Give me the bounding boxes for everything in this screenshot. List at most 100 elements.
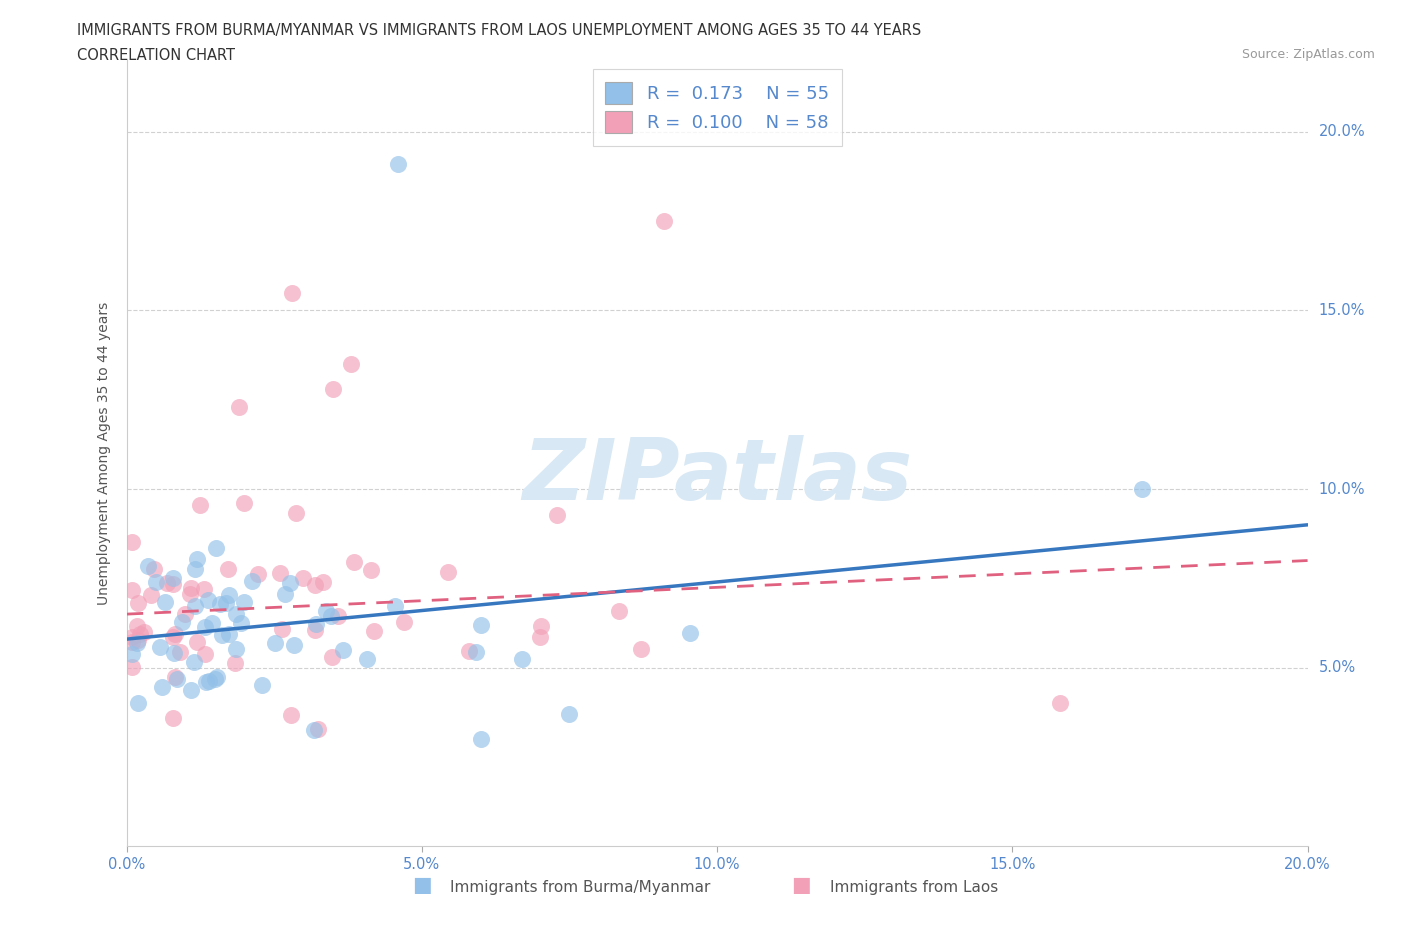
Point: [121, 634, 143, 649]
Point: [127, 696, 149, 711]
Text: 10.0%: 10.0%: [1319, 482, 1365, 497]
Point: [246, 566, 269, 581]
Text: 5.0%: 5.0%: [1319, 660, 1355, 675]
Point: [139, 588, 162, 603]
Point: [121, 646, 143, 661]
Point: [156, 576, 179, 591]
Point: [332, 643, 354, 658]
Text: Source: ZipAtlas.com: Source: ZipAtlas.com: [1241, 48, 1375, 61]
Point: [225, 606, 247, 621]
Point: [304, 622, 326, 637]
Point: [630, 642, 652, 657]
Point: [127, 595, 149, 610]
Point: [305, 617, 328, 631]
Point: [180, 683, 202, 698]
Point: [321, 650, 343, 665]
Text: Immigrants from Laos: Immigrants from Laos: [830, 880, 998, 895]
Text: Immigrants from Burma/Myanmar: Immigrants from Burma/Myanmar: [450, 880, 710, 895]
Point: [315, 604, 337, 618]
Point: [269, 565, 291, 580]
Point: [1130, 482, 1153, 497]
Point: [162, 571, 184, 586]
Text: CORRELATION CHART: CORRELATION CHART: [77, 48, 235, 63]
Point: [163, 670, 186, 684]
Point: [208, 596, 231, 611]
Point: [437, 565, 460, 579]
Point: [278, 576, 301, 591]
Legend: R =  0.173    N = 55, R =  0.100    N = 58: R = 0.173 N = 55, R = 0.100 N = 58: [592, 70, 842, 146]
Point: [169, 644, 191, 659]
Point: [197, 673, 219, 688]
Point: [150, 679, 173, 694]
Point: [340, 356, 363, 371]
Point: [183, 655, 205, 670]
Point: [363, 623, 385, 638]
Point: [201, 616, 224, 631]
Point: [188, 498, 211, 512]
Point: [166, 671, 188, 686]
Point: [218, 588, 240, 603]
Point: [180, 581, 202, 596]
Point: [250, 678, 273, 693]
Point: [132, 625, 155, 640]
Point: [207, 670, 229, 684]
Point: [179, 587, 201, 602]
Point: [162, 577, 184, 591]
Point: [184, 562, 207, 577]
Point: [307, 722, 329, 737]
Point: [186, 634, 208, 649]
Point: [457, 644, 479, 658]
Point: [172, 615, 194, 630]
Text: ■: ■: [792, 874, 811, 895]
Point: [232, 595, 254, 610]
Y-axis label: Unemployment Among Ages 35 to 44 years: Unemployment Among Ages 35 to 44 years: [97, 301, 111, 605]
Point: [607, 604, 630, 618]
Point: [165, 627, 187, 642]
Point: [121, 534, 143, 549]
Point: [204, 540, 226, 555]
Point: [470, 618, 492, 632]
Point: [121, 630, 143, 644]
Text: 20.0%: 20.0%: [1319, 125, 1365, 140]
Point: [280, 708, 302, 723]
Point: [204, 671, 226, 686]
Point: [149, 640, 172, 655]
Text: ZIPatlas: ZIPatlas: [522, 435, 912, 518]
Point: [387, 156, 409, 171]
Point: [136, 558, 159, 573]
Point: [128, 627, 150, 642]
Point: [679, 626, 702, 641]
Point: [162, 630, 184, 644]
Text: 15.0%: 15.0%: [1319, 303, 1365, 318]
Point: [285, 506, 308, 521]
Point: [546, 508, 568, 523]
Point: [125, 619, 148, 634]
Point: [292, 570, 315, 585]
Point: [186, 551, 208, 566]
Point: [321, 609, 343, 624]
Point: [270, 622, 292, 637]
Point: [228, 400, 250, 415]
Point: [142, 562, 165, 577]
Text: IMMIGRANTS FROM BURMA/MYANMAR VS IMMIGRANTS FROM LAOS UNEMPLOYMENT AMONG AGES 35: IMMIGRANTS FROM BURMA/MYANMAR VS IMMIGRA…: [77, 23, 921, 38]
Point: [360, 563, 382, 578]
Point: [470, 732, 492, 747]
Point: [302, 723, 325, 737]
Point: [465, 644, 488, 659]
Text: ■: ■: [412, 874, 432, 895]
Point: [273, 587, 295, 602]
Point: [510, 652, 533, 667]
Point: [283, 637, 305, 652]
Point: [193, 581, 215, 596]
Point: [153, 594, 176, 609]
Point: [304, 578, 326, 592]
Point: [312, 574, 335, 589]
Point: [233, 495, 256, 510]
Point: [384, 599, 406, 614]
Point: [145, 575, 167, 590]
Point: [322, 381, 344, 396]
Point: [163, 645, 186, 660]
Point: [194, 620, 217, 635]
Point: [356, 651, 378, 666]
Point: [530, 618, 553, 633]
